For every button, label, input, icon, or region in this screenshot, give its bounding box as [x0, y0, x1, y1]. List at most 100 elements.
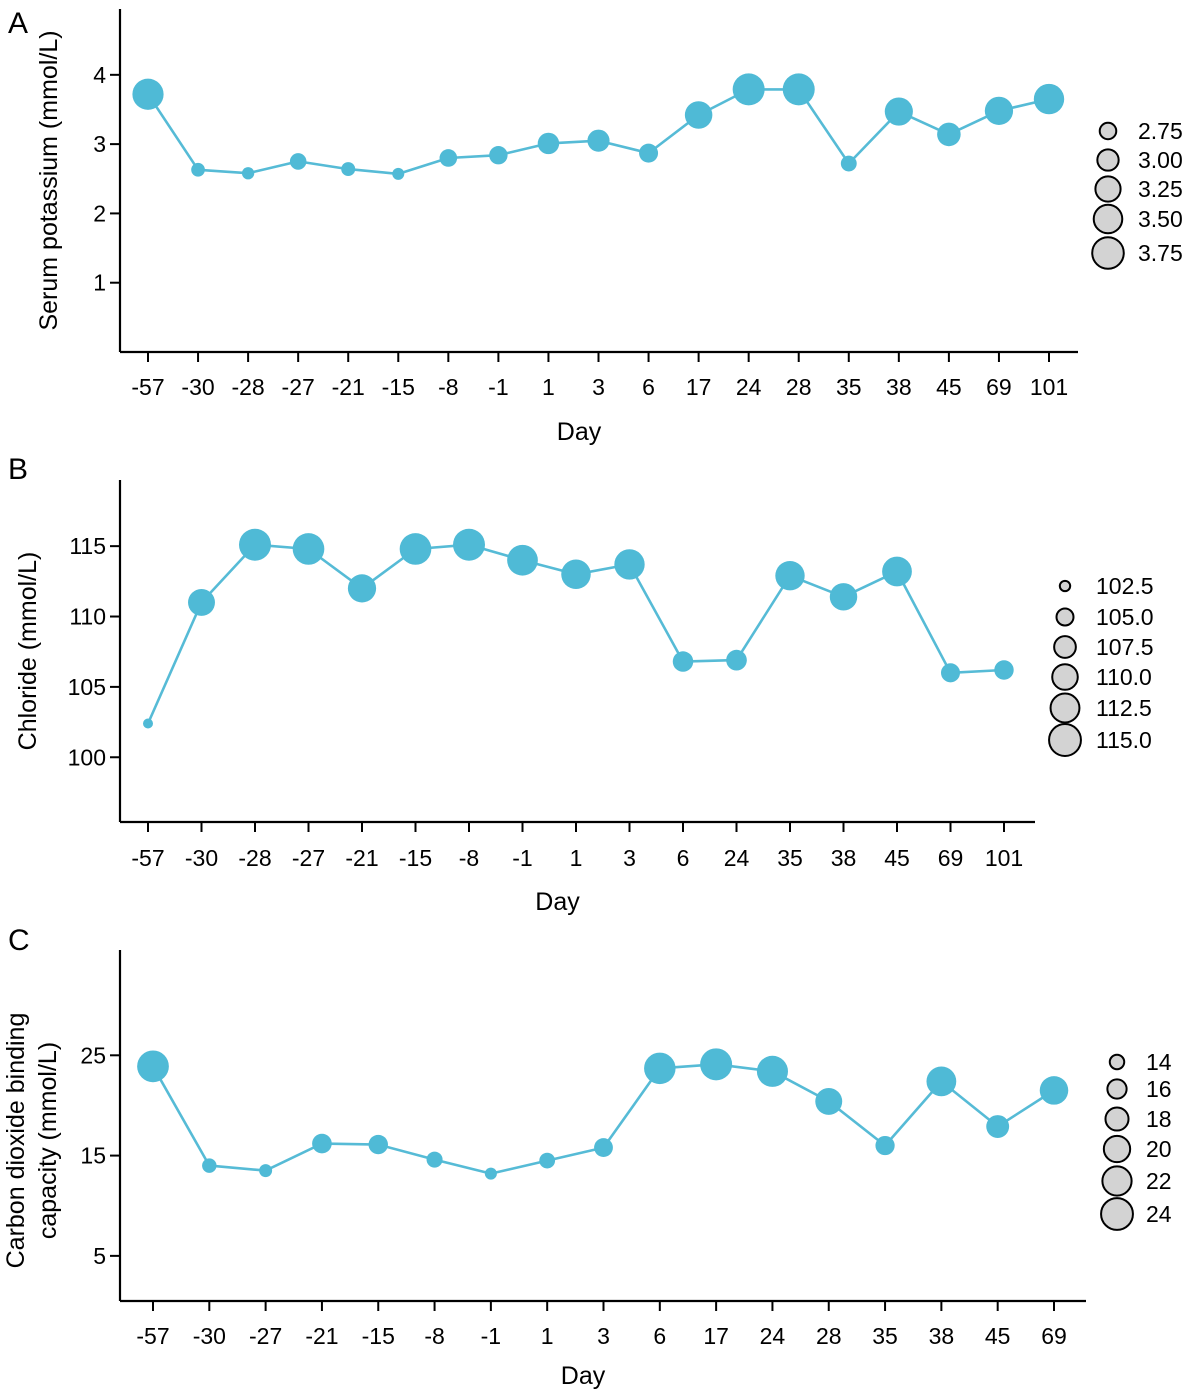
data-point [782, 73, 815, 106]
legend-label: 20 [1146, 1136, 1172, 1162]
data-point [732, 73, 765, 106]
data-point [815, 1087, 843, 1115]
legend-label: 112.5 [1096, 695, 1152, 721]
data-point [489, 146, 508, 165]
x-tick-label: 45 [884, 845, 910, 871]
x-tick-label: -1 [512, 845, 532, 871]
legend-label: 110.0 [1096, 664, 1152, 690]
x-tick-label: 6 [642, 374, 655, 400]
x-tick-label: 35 [872, 1323, 898, 1349]
x-tick-label: -57 [136, 1323, 169, 1349]
data-point [292, 533, 325, 565]
legend-marker [1104, 1106, 1130, 1132]
legend-marker [1108, 1053, 1126, 1071]
data-point [312, 1133, 332, 1154]
y-tick-label: 25 [80, 1042, 106, 1068]
data-point [875, 1135, 895, 1156]
y-axis-title-line: Carbon dioxide binding [2, 1013, 30, 1269]
x-tick-label: 17 [703, 1323, 729, 1349]
x-tick-label: 69 [986, 374, 1012, 400]
data-point [684, 101, 713, 129]
data-point [259, 1164, 273, 1178]
x-tick-label: -30 [193, 1323, 226, 1349]
data-point [882, 556, 912, 587]
data-point [984, 96, 1014, 126]
x-tick-label: 69 [938, 845, 964, 871]
x-tick-label: -15 [399, 845, 432, 871]
data-point [137, 1050, 169, 1083]
legend-label: 24 [1146, 1201, 1172, 1227]
x-axis-title: Day [561, 1362, 606, 1390]
series-line [151, 1063, 1055, 1175]
data-point [1033, 83, 1065, 115]
data-point [426, 1151, 443, 1168]
data-point [507, 544, 538, 576]
data-point [940, 663, 961, 683]
legend-marker [1098, 121, 1118, 141]
x-tick-label: 38 [886, 374, 912, 400]
x-tick-label: 24 [736, 374, 762, 400]
panel-c: C 5 15 25 -57 -30 -27 -21 -15 -8 -1 1 3 6 17 24 28 35 38 45… [2, 924, 1172, 1390]
legend-marker [1053, 635, 1077, 659]
data-point [202, 1158, 217, 1173]
legend-marker [1091, 236, 1125, 270]
x-tick-label: -8 [424, 1323, 444, 1349]
x-tick-label: 35 [777, 845, 803, 871]
x-tick-label: 101 [1030, 374, 1068, 400]
data-point [289, 153, 307, 170]
x-tick-label: -27 [249, 1323, 282, 1349]
x-tick-label: 35 [836, 374, 862, 400]
legend-label: 2.75 [1138, 118, 1183, 144]
panel-b: B 100 105 110 115 -57 -30 -28 -27 -21 -15 -8 -1 1 3 6 24… [8, 453, 1154, 916]
legend-label: 18 [1146, 1106, 1172, 1132]
legend-marker [1106, 1078, 1128, 1100]
data-point [775, 561, 805, 591]
x-tick-label: -8 [438, 374, 458, 400]
x-tick-label: 28 [816, 1323, 842, 1349]
y-axis-title: Carbon dioxide binding capacity (mmol/L) [2, 1013, 62, 1269]
legend-marker [1092, 203, 1124, 235]
legend-label: 3.00 [1138, 147, 1183, 173]
data-point [614, 549, 645, 580]
y-tick-label: 1 [93, 270, 106, 296]
data-point [840, 155, 857, 172]
x-tick-label: -27 [282, 374, 315, 400]
data-point [829, 583, 858, 611]
legend-marker [1094, 175, 1122, 203]
y-tick-label: 105 [68, 674, 106, 700]
x-tick-label: 17 [686, 374, 712, 400]
data-point [341, 162, 356, 177]
panel-a: A 1 2 3 4 -57 -30 -28 -27 -21 -15 -8 -1 1 3 6 17 24 28 35 38… [8, 7, 1183, 446]
legend-marker [1096, 148, 1120, 172]
x-tick-label: -30 [185, 845, 218, 871]
y-tick-label: 2 [93, 200, 106, 226]
data-point [1039, 1076, 1069, 1105]
x-tick-label: 38 [929, 1323, 955, 1349]
data-point [587, 129, 610, 152]
x-axis-title: Day [557, 418, 602, 446]
x-tick-label: 24 [724, 845, 750, 871]
data-point [239, 528, 271, 561]
data-point [672, 651, 694, 672]
x-tick-label: -8 [459, 845, 479, 871]
data-point [926, 1066, 957, 1097]
data-point [347, 574, 377, 603]
legend-label: 3.75 [1138, 240, 1183, 266]
legend-label: 22 [1146, 1168, 1172, 1194]
x-tick-label: -21 [345, 845, 378, 871]
x-tick-label: 3 [623, 845, 636, 871]
legend-label: 102.5 [1096, 573, 1154, 599]
x-tick-label: 69 [1041, 1323, 1067, 1349]
data-point [368, 1134, 388, 1155]
y-axis-title: Serum potassium (mmol/L) [35, 30, 63, 330]
data-point [639, 143, 659, 163]
y-tick-label: 5 [93, 1243, 106, 1269]
y-tick-label: 15 [80, 1143, 106, 1169]
legend-marker [1101, 1165, 1133, 1197]
data-point [188, 588, 215, 616]
data-point [726, 649, 747, 671]
data-point [537, 132, 560, 155]
data-point [484, 1167, 497, 1180]
data-point [132, 78, 164, 110]
